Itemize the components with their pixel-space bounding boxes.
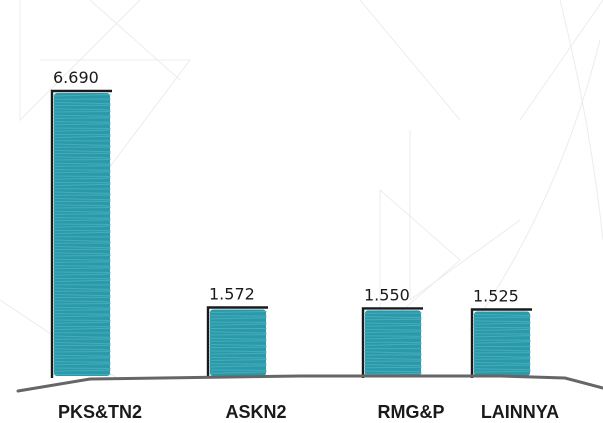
category-label-2: ASKN2	[225, 402, 286, 422]
bar-1	[50, 89, 112, 378]
bar-texture-3	[363, 312, 423, 375]
bar-fill-1	[54, 93, 110, 376]
value-label-1: 6.690	[53, 68, 99, 87]
bar-fill-3	[365, 310, 421, 376]
value-label-2: 1.572	[209, 285, 255, 304]
x-axis-baseline	[16, 374, 603, 393]
bar-bracket-1	[50, 89, 112, 378]
value-label-3: 1.550	[364, 285, 410, 304]
bar-3	[361, 307, 423, 378]
bars-layer	[50, 89, 532, 378]
category-label-4: LAINNYA	[481, 402, 559, 422]
bar-bracket-3	[361, 307, 423, 378]
bar-2	[206, 306, 268, 378]
bar-bracket-4	[470, 308, 532, 378]
background-decoration	[0, 0, 603, 381]
category-label-1: PKS&TN2	[58, 402, 142, 422]
bar-bracket-2	[206, 306, 268, 378]
bar-texture-1	[52, 94, 112, 376]
value-label-4: 1.525	[473, 286, 519, 305]
bar-4	[470, 308, 532, 378]
bar-texture-4	[472, 314, 532, 373]
bar-texture-2	[208, 311, 268, 374]
labels-layer: 6.690 PKS&TN2 1.572 ASKN2 1.550 RMG&P 1.525 LAI…	[53, 68, 559, 422]
category-label-3: RMG&P	[378, 402, 445, 422]
